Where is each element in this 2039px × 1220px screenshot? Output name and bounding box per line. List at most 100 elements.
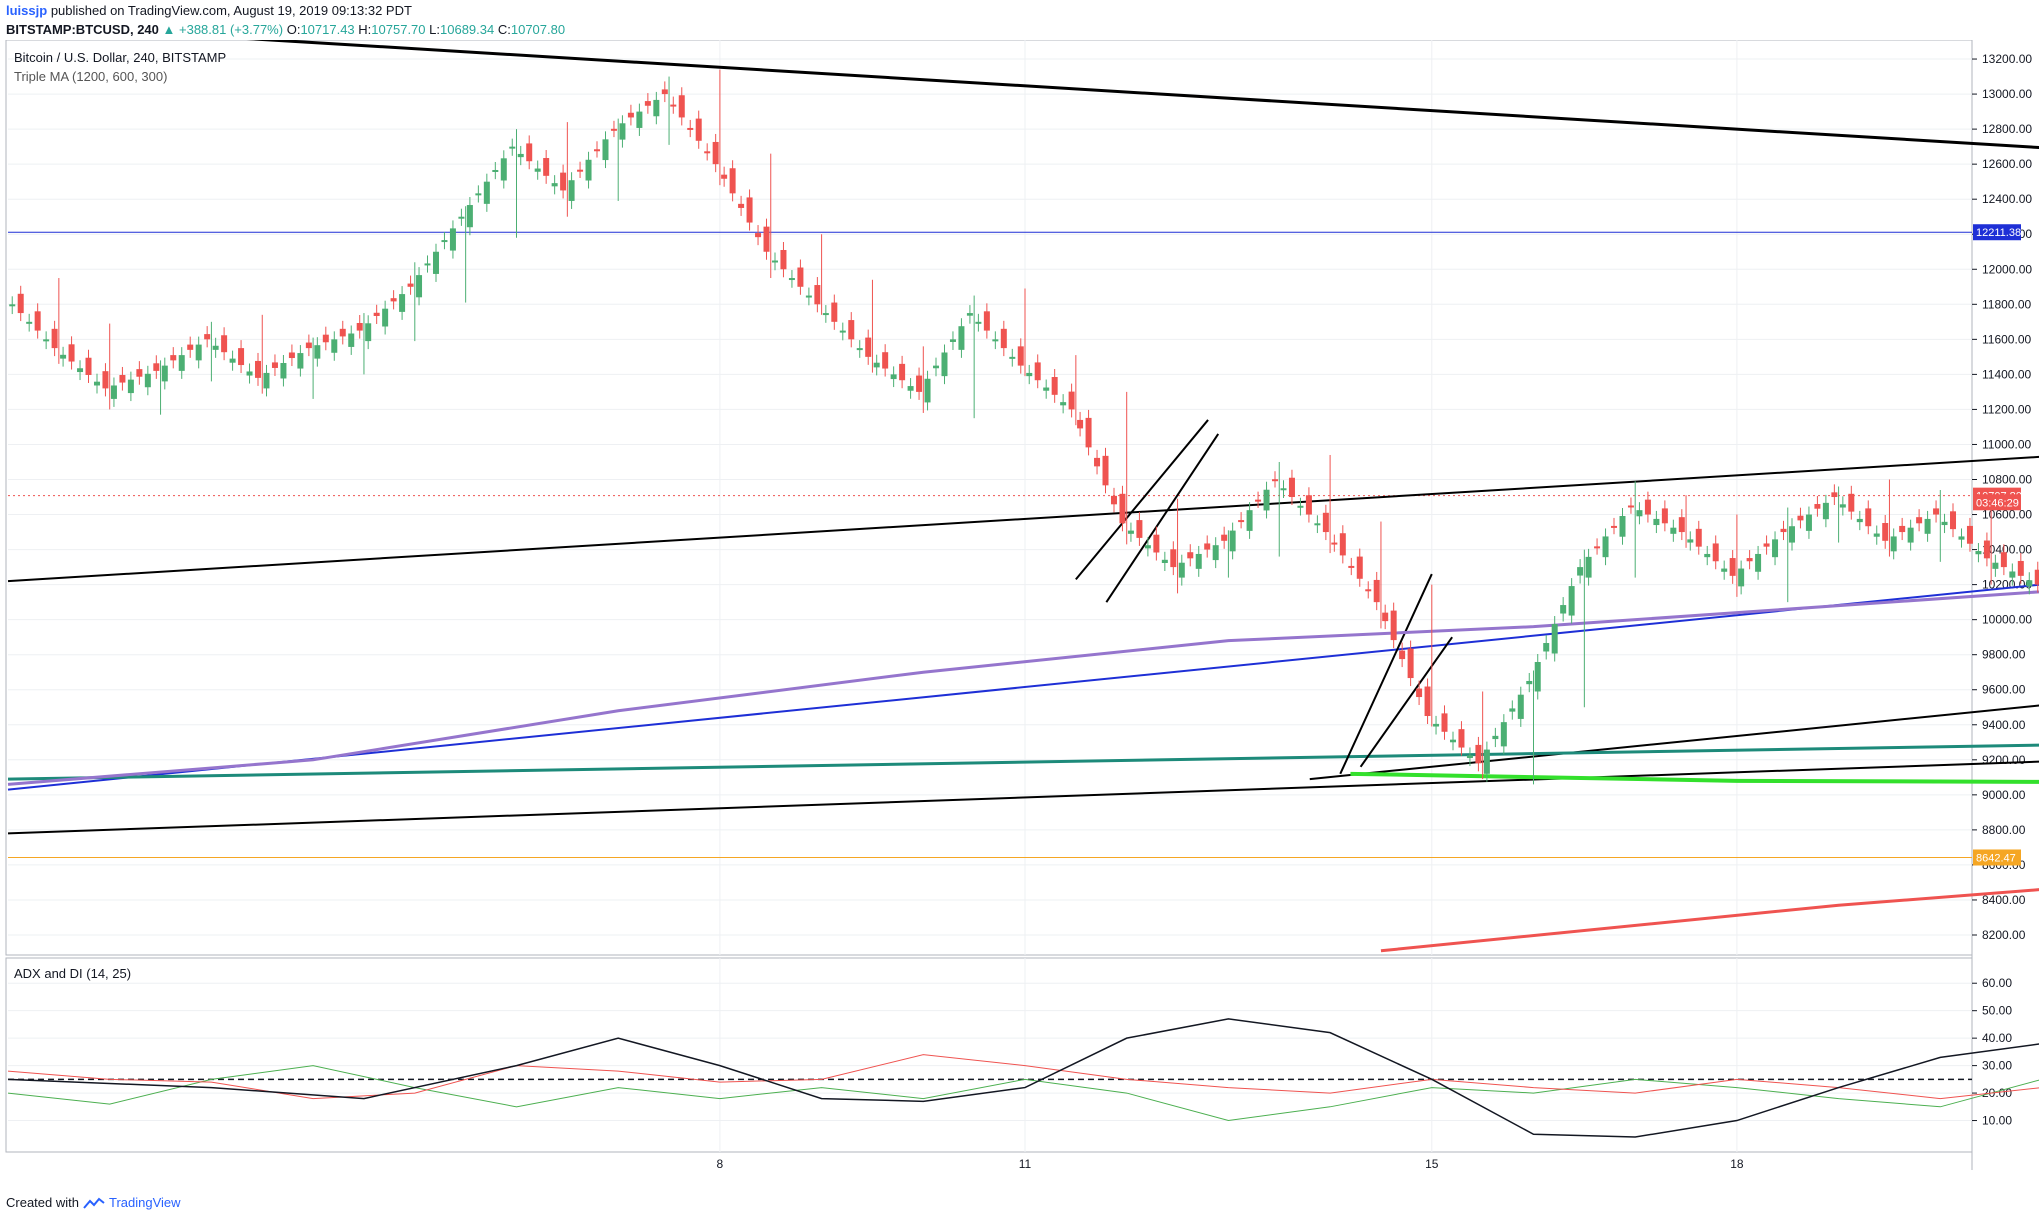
published-text: published on TradingView.com, August 19,…	[50, 3, 412, 18]
long-support-line	[7, 760, 2039, 835]
candle-body	[500, 158, 507, 181]
price-chart[interactable]: 81115188200.008400.008600.008800.009000.…	[0, 40, 2039, 1190]
candle-body	[314, 345, 321, 359]
candle-body	[1627, 505, 1634, 508]
candle-body	[1805, 514, 1812, 531]
x-tick-label: 18	[1730, 1157, 1744, 1171]
candle-body	[1322, 512, 1329, 533]
chart-header: luissjp published on TradingView.com, Au…	[0, 0, 2039, 40]
candle-body	[627, 112, 634, 118]
candle-body	[1788, 526, 1795, 543]
high-label: H:	[358, 22, 372, 37]
low-label: L:	[429, 22, 440, 37]
y-tick-label: 12000.00	[1982, 262, 2032, 276]
x-tick-label: 15	[1425, 1157, 1439, 1171]
candle-body	[1839, 504, 1846, 508]
flag-line	[1075, 419, 1209, 580]
adx-tick-label: 60.00	[1982, 976, 2012, 990]
candle-body	[1051, 377, 1058, 395]
candle-body	[1288, 477, 1295, 498]
candle-body	[1933, 508, 1940, 515]
candle-body	[1831, 492, 1838, 498]
candle-body	[1653, 518, 1660, 526]
y-tick-label: 11000.00	[1982, 437, 2031, 451]
candle-body	[475, 193, 482, 196]
publisher-name[interactable]: luissjp	[6, 3, 48, 18]
tradingview-brand[interactable]: TradingView	[108, 1195, 181, 1210]
candle-body	[119, 374, 126, 383]
candle-body	[246, 371, 253, 376]
candle-body	[1339, 533, 1346, 556]
candle-body	[1221, 534, 1228, 541]
candle-body	[271, 362, 278, 368]
candle-body	[1077, 419, 1084, 429]
upper-channel-line	[7, 455, 2039, 583]
y-tick-label: 12800.00	[1982, 122, 2032, 136]
candle-body	[1449, 739, 1456, 743]
candle-body	[1763, 543, 1770, 547]
candle-body	[1577, 567, 1584, 576]
candle-body	[1238, 520, 1245, 523]
candle-body	[322, 334, 329, 343]
price-label-box	[1973, 849, 2021, 866]
candle-body	[1543, 643, 1550, 652]
candle-body	[661, 89, 668, 95]
downtrend-line	[246, 40, 2039, 150]
candle-body	[1687, 539, 1694, 543]
candle-body	[1212, 545, 1219, 561]
candle-body	[34, 311, 41, 331]
candle-body	[2017, 560, 2024, 576]
candle-body	[1110, 495, 1117, 505]
candle-body	[610, 128, 617, 131]
candle-body	[1551, 624, 1558, 654]
candle-body	[1433, 723, 1440, 727]
candle-body	[899, 363, 906, 381]
candle-body	[771, 260, 778, 263]
close-label: C:	[497, 22, 511, 37]
candle-body	[102, 371, 109, 389]
y-tick-label: 12400.00	[1982, 192, 2032, 206]
candle-body	[365, 323, 372, 342]
candle-body	[1187, 552, 1194, 559]
candle-body	[1822, 502, 1829, 520]
candle-body	[729, 168, 736, 194]
candle-body	[390, 298, 397, 302]
candle-body	[161, 365, 168, 382]
candle-body	[721, 174, 728, 179]
candle-body	[1102, 455, 1109, 486]
candle-body	[797, 267, 804, 287]
indicator-label: Triple MA (1200, 600, 300)	[14, 69, 167, 84]
candle-body	[1204, 543, 1211, 550]
candle-body	[424, 263, 431, 266]
candle-body	[441, 240, 448, 243]
candle-body	[1907, 527, 1914, 543]
candle-body	[1560, 605, 1567, 614]
candle-body	[543, 158, 550, 176]
plus-di-line	[7, 1065, 2039, 1122]
candle-body	[1475, 744, 1482, 764]
candle-body	[187, 344, 194, 350]
candle-body	[924, 378, 931, 403]
ohlc-line: BITSTAMP:BTCUSD, 240 ▲ +388.81 (+3.77%) …	[6, 22, 565, 37]
candle-body	[941, 352, 948, 377]
candle-body	[1848, 493, 1855, 512]
y-tick-label: 11200.00	[1982, 402, 2031, 416]
candle-body	[1594, 546, 1601, 549]
candle-body	[1017, 346, 1024, 366]
price-label-box	[1973, 494, 2021, 511]
candle-body	[85, 357, 92, 375]
candle-body	[805, 295, 812, 298]
candle-body	[1178, 562, 1185, 578]
candle-body	[466, 205, 473, 228]
candle-body	[602, 139, 609, 161]
adx-tick-label: 50.00	[1982, 1004, 2012, 1018]
candle-body	[746, 197, 753, 223]
y-tick-label: 9800.00	[1982, 648, 2026, 662]
publish-info: luissjp published on TradingView.com, Au…	[6, 3, 412, 18]
candle-body	[1466, 755, 1473, 759]
candle-body	[814, 285, 821, 305]
candle-body	[712, 141, 719, 165]
x-tick-label: 8	[717, 1157, 724, 1171]
y-tick-label: 10000.00	[1982, 613, 2032, 627]
candle-body	[1695, 528, 1702, 547]
